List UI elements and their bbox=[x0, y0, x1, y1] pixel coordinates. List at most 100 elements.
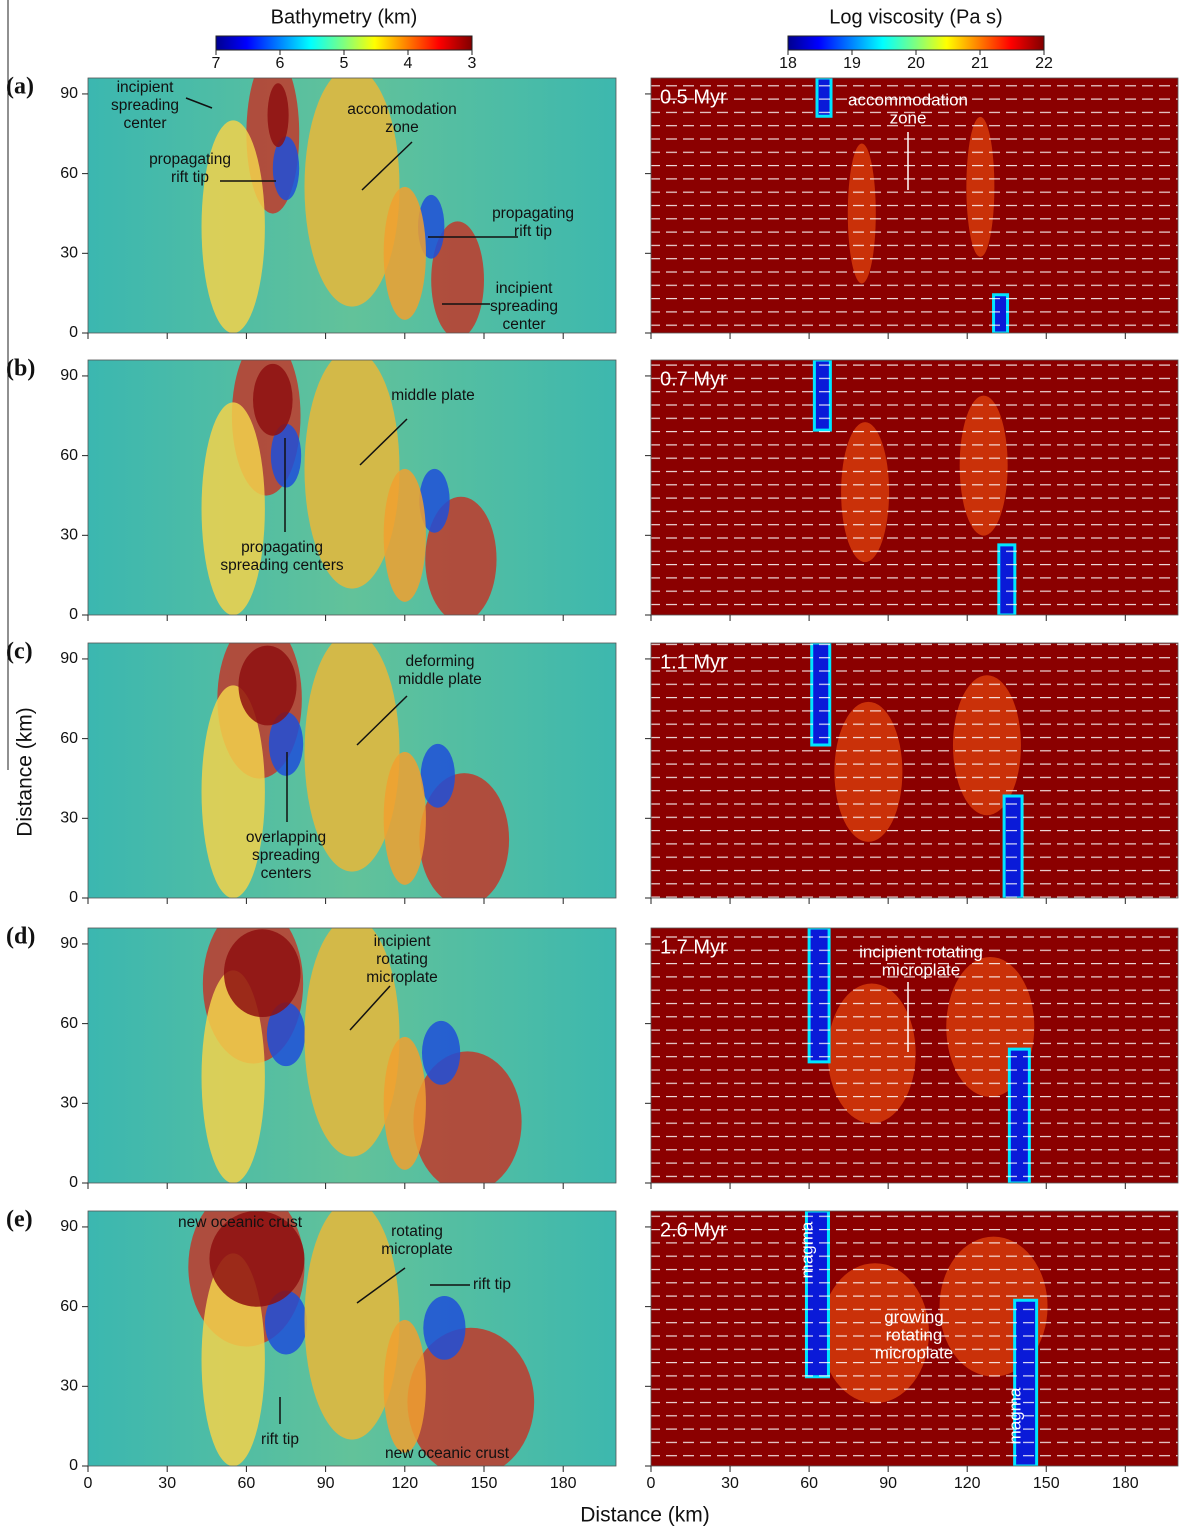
annotation: magma bbox=[797, 1221, 816, 1278]
y-tick-label: 90 bbox=[60, 367, 78, 384]
map-feature bbox=[304, 643, 400, 872]
y-tick-label: 30 bbox=[60, 527, 78, 544]
y-tick-label: 60 bbox=[60, 1298, 78, 1315]
panel-label: (e) bbox=[6, 1207, 33, 1233]
annotation: zone bbox=[385, 119, 419, 136]
colorbar-tick-label: 20 bbox=[907, 55, 925, 72]
x-axis-label: Distance (km) bbox=[580, 1504, 710, 1527]
map-feature bbox=[383, 1036, 426, 1170]
y-tick-label: 90 bbox=[60, 1218, 78, 1235]
viscosity-map bbox=[651, 928, 1178, 1183]
colorbar bbox=[215, 35, 473, 51]
x-tick-label: 0 bbox=[84, 1475, 93, 1492]
annotation: incipient bbox=[117, 79, 175, 96]
velocity-arrows bbox=[651, 1211, 1178, 1466]
annotation: incipient bbox=[374, 933, 432, 950]
annotation: microplate bbox=[381, 1241, 453, 1258]
x-tick-label: 180 bbox=[1112, 1475, 1139, 1492]
y-tick-label: 60 bbox=[60, 1015, 78, 1032]
x-tick-label: 60 bbox=[238, 1475, 256, 1492]
map-feature bbox=[304, 1211, 400, 1440]
map-feature bbox=[223, 929, 301, 1018]
map-feature bbox=[270, 423, 302, 488]
map-feature bbox=[421, 1020, 461, 1085]
bathymetry-map bbox=[88, 928, 616, 1183]
time-label: 0.7 Myr bbox=[660, 368, 727, 390]
bathymetry-map bbox=[88, 360, 616, 615]
annotation: rotating bbox=[886, 1325, 943, 1344]
colorbar-title: Bathymetry (km) bbox=[271, 6, 418, 28]
colorbar-tick-label: 7 bbox=[212, 55, 221, 72]
panel-frame bbox=[87, 77, 617, 334]
map-feature bbox=[383, 468, 426, 602]
annotation: propagating bbox=[241, 539, 323, 556]
annotation: microplate bbox=[882, 960, 960, 979]
annotation: rotating bbox=[391, 1223, 443, 1240]
panel-label: (a) bbox=[6, 74, 34, 100]
map-feature bbox=[383, 186, 426, 320]
map-feature bbox=[201, 1253, 265, 1466]
annotation: propagating bbox=[492, 205, 574, 222]
time-label: 2.6 Myr bbox=[660, 1219, 727, 1241]
annotation: rotating bbox=[376, 951, 428, 968]
annotation: microplate bbox=[366, 969, 438, 986]
y-tick-label: 0 bbox=[69, 889, 78, 906]
y-tick-label: 90 bbox=[60, 650, 78, 667]
panel-label: (b) bbox=[6, 356, 35, 382]
y-tick-label: 60 bbox=[60, 447, 78, 464]
x-tick-label: 0 bbox=[647, 1475, 656, 1492]
panel-frame bbox=[87, 1210, 617, 1467]
annotation: center bbox=[123, 115, 166, 132]
map-feature bbox=[238, 645, 297, 726]
y-tick-label: 0 bbox=[69, 1457, 78, 1474]
map-feature bbox=[209, 1211, 305, 1307]
annotation: rift tip bbox=[473, 1276, 511, 1293]
annotation: accommodation bbox=[347, 101, 456, 118]
y-tick-label: 0 bbox=[69, 1174, 78, 1191]
x-tick-label: 90 bbox=[879, 1475, 897, 1492]
panel-frame bbox=[650, 642, 1179, 899]
viscosity-map bbox=[651, 1211, 1178, 1466]
leader-line bbox=[185, 97, 213, 109]
annotation: spreading bbox=[111, 97, 179, 114]
colorbar-tick-label: 6 bbox=[276, 55, 285, 72]
leader-line bbox=[361, 141, 413, 191]
panel-label: (d) bbox=[6, 924, 35, 950]
map-feature bbox=[266, 1002, 306, 1067]
map-feature bbox=[383, 751, 426, 885]
time-label: 0.5 Myr bbox=[660, 86, 727, 108]
map-feature bbox=[304, 928, 400, 1157]
colorbar-tick-label: 22 bbox=[1035, 55, 1053, 72]
map-feature bbox=[268, 712, 304, 776]
panel-frame bbox=[650, 359, 1179, 616]
colorbar-tick-label: 3 bbox=[468, 55, 477, 72]
annotation: rift tip bbox=[261, 1431, 299, 1448]
x-tick-label: 120 bbox=[391, 1475, 418, 1492]
colorbar-tick-label: 18 bbox=[779, 55, 797, 72]
velocity-arrows bbox=[651, 928, 1178, 1183]
x-tick-label: 120 bbox=[954, 1475, 981, 1492]
bathymetry-map bbox=[88, 78, 616, 333]
annotation: middle plate bbox=[398, 671, 482, 688]
annotation: rift tip bbox=[514, 223, 552, 240]
x-tick-label: 90 bbox=[317, 1475, 335, 1492]
map-feature bbox=[420, 743, 455, 808]
leader-line bbox=[349, 985, 391, 1031]
annotation: incipient rotating bbox=[859, 942, 983, 961]
map-feature bbox=[201, 120, 265, 333]
y-tick-label: 30 bbox=[60, 1095, 78, 1112]
y-tick-label: 30 bbox=[60, 810, 78, 827]
colorbar-tick-label: 5 bbox=[340, 55, 349, 72]
annotation: accommodation bbox=[848, 90, 968, 109]
annotation: centers bbox=[261, 865, 312, 882]
panel-frame bbox=[650, 1210, 1179, 1467]
map-feature bbox=[423, 1295, 466, 1360]
map-feature bbox=[201, 685, 265, 898]
velocity-arrows bbox=[651, 78, 1178, 333]
annotation: rift tip bbox=[171, 169, 209, 186]
annotation: middle plate bbox=[391, 387, 475, 404]
y-tick-label: 30 bbox=[60, 245, 78, 262]
viscosity-map bbox=[651, 360, 1178, 615]
annotation: spreading bbox=[490, 298, 558, 315]
